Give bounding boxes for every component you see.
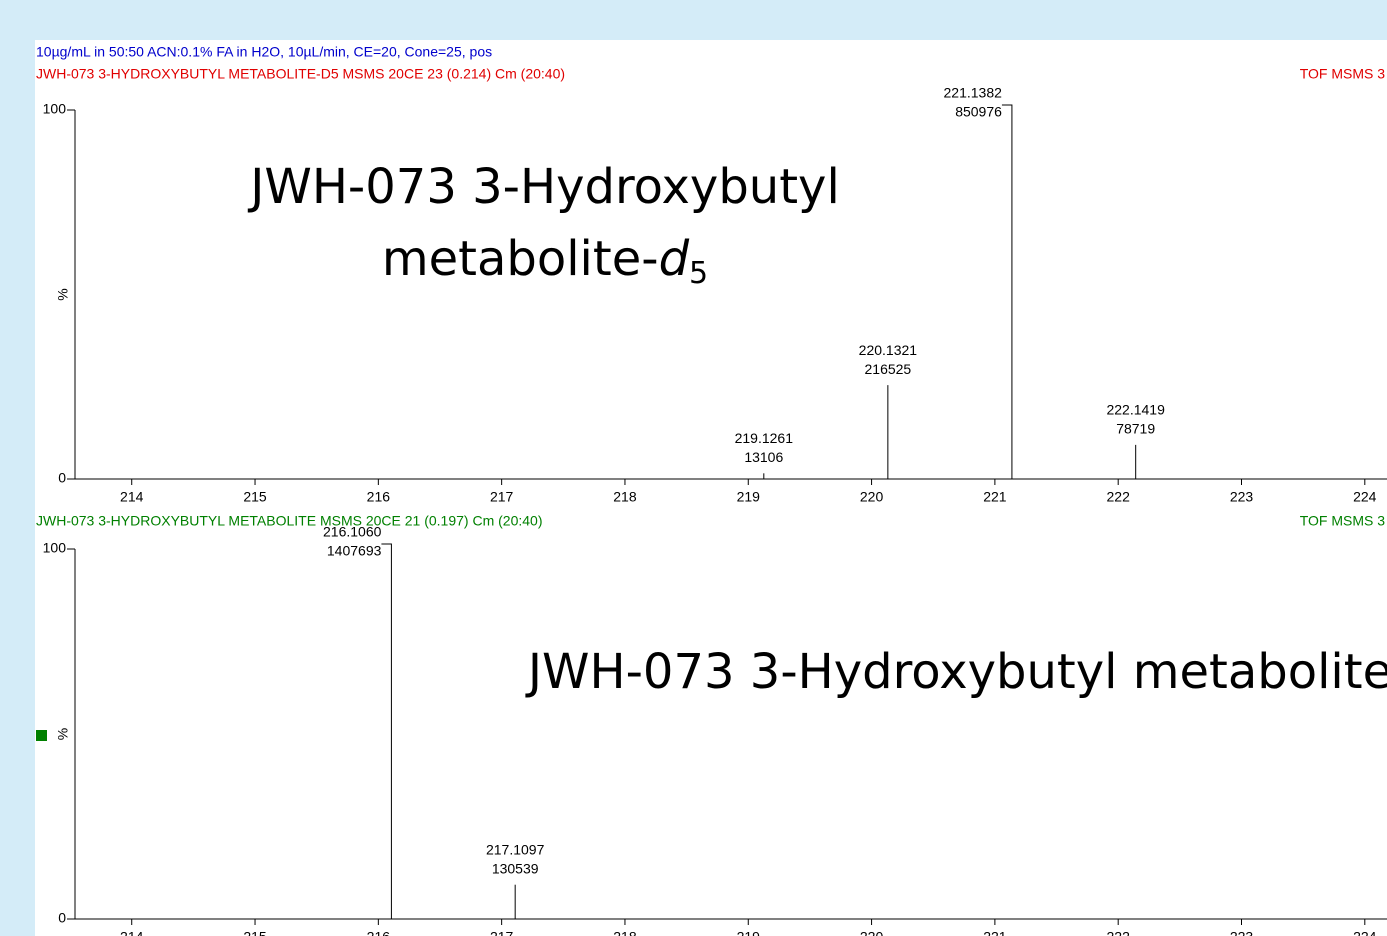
peak-intensity-label: 1407693 [327,543,382,559]
x-tick-label: 217 [490,929,514,936]
header: 10µg/mL in 50:50 ACN:0.1% FA in H2O, 10µ… [36,44,492,60]
annotation: JWH-073 3-Hydroxybutyl [247,159,840,215]
x-tick-label: 220 [860,929,884,936]
peak-mz-label: 222.1419 [1106,402,1165,418]
peak-mz-label: 216.1060 [323,524,382,540]
y-tick-label: 100 [43,101,67,117]
annotation-part: metabolite- [382,231,659,287]
peak-mz-label: 217.1097 [486,841,545,857]
x-tick-label: 217 [490,489,514,505]
x-tick-label: 222 [1107,929,1131,936]
x-tick-label: 216 [367,929,391,936]
peak-intensity-label: 13106 [744,449,783,465]
y-tick-label: 0 [58,910,66,926]
y-tick-label: 100 [43,540,67,556]
x-tick-label: 219 [737,489,761,505]
peak-intensity-label: 130539 [492,860,539,876]
panel-title: JWH-073 3-HYDROXYBUTYL METABOLITE-D5 MSM… [36,66,565,82]
x-tick-label: 223 [1230,929,1254,936]
panel-title: JWH-073 3-HYDROXYBUTYL METABOLITE MSMS 2… [36,513,542,529]
y-axis-label: % [55,288,71,300]
annotation-part: JWH-073 3-Hydroxybutyl metabolite [525,644,1387,700]
annotation-part: d [659,231,690,287]
x-tick-label: 218 [613,929,637,936]
x-tick-label: 215 [243,489,267,505]
x-tick-label: 216 [367,489,391,505]
active-marker [36,730,47,741]
x-tick-label: 218 [613,489,637,505]
annotation-part: 5 [689,256,708,291]
peak-mz-label: 221.1382 [944,85,1003,101]
y-tick-label: 0 [58,470,66,486]
label-leader [1001,104,1013,110]
x-tick-label: 219 [737,929,761,936]
y-axis-label: % [55,728,71,740]
x-tick-label: 214 [120,929,144,936]
x-tick-label: 221 [983,489,1007,505]
x-tick-label: 222 [1107,489,1131,505]
plot-background [35,40,1387,936]
annotation-part: JWH-073 3-Hydroxybutyl [247,159,840,215]
x-tick-label: 220 [860,489,884,505]
x-tick-label: 214 [120,489,144,505]
x-tick-label: 221 [983,929,1007,936]
label-leader [381,543,392,549]
annotation: metabolite-d5 [382,231,708,291]
peak-mz-label: 219.1261 [735,430,794,446]
x-tick-label: 224 [1353,489,1377,505]
x-tick-label: 224 [1353,929,1377,936]
panel-title-right: TOF MSMS 3 [1300,513,1386,529]
peak-intensity-label: 78719 [1116,421,1155,437]
peak-intensity-label: 216525 [865,361,912,377]
x-tick-label: 215 [243,929,267,936]
peak-mz-label: 220.1321 [859,342,918,358]
x-tick-label: 223 [1230,489,1254,505]
annotation: JWH-073 3-Hydroxybutyl metabolite [525,644,1387,700]
peak-intensity-label: 850976 [955,104,1002,120]
panel-title-right: TOF MSMS 3 [1300,66,1386,82]
